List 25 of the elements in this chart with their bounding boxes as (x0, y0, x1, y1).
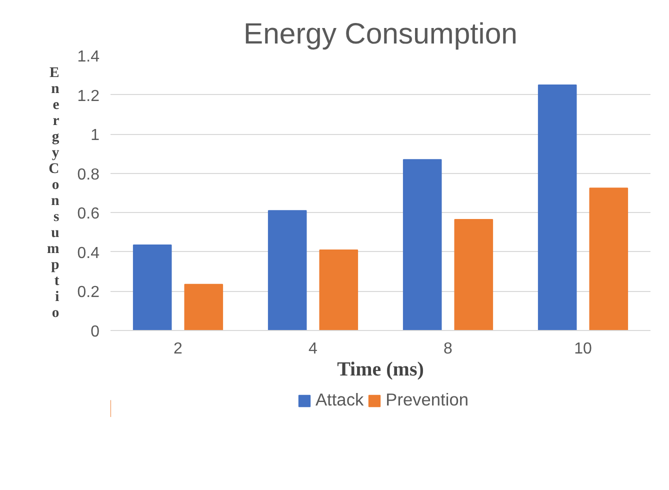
bar (184, 284, 224, 330)
legend-label: Prevention (386, 390, 468, 410)
x-tick-label: 10 (574, 340, 592, 358)
y-tick-label: 0.4 (77, 244, 100, 262)
x-tick-label: 8 (444, 340, 453, 358)
x-tick-label: 4 (308, 340, 318, 358)
x-tick-label: 2 (174, 340, 183, 358)
legend-label: Attack (316, 390, 364, 410)
y-tick-label: 0.8 (77, 166, 100, 184)
bar (454, 219, 494, 330)
bar (319, 249, 358, 330)
y-tick-label: 1.4 (77, 48, 100, 66)
bar (268, 210, 307, 330)
y-tick-label: 1 (90, 127, 100, 144)
bar (589, 188, 628, 330)
y-tick-label: 1.2 (77, 88, 100, 105)
y-tick-label: 0 (90, 324, 100, 340)
y-tick-label: 0.2 (77, 284, 100, 302)
bar (538, 84, 577, 330)
bar (132, 244, 172, 330)
text: EnergyConsumptio (47, 65, 60, 321)
x-axis-title: Time (ms) (337, 358, 424, 380)
bar (402, 159, 442, 330)
y-tick-label: 0.6 (77, 206, 100, 223)
chart-title: Energy Consumption (244, 18, 518, 50)
